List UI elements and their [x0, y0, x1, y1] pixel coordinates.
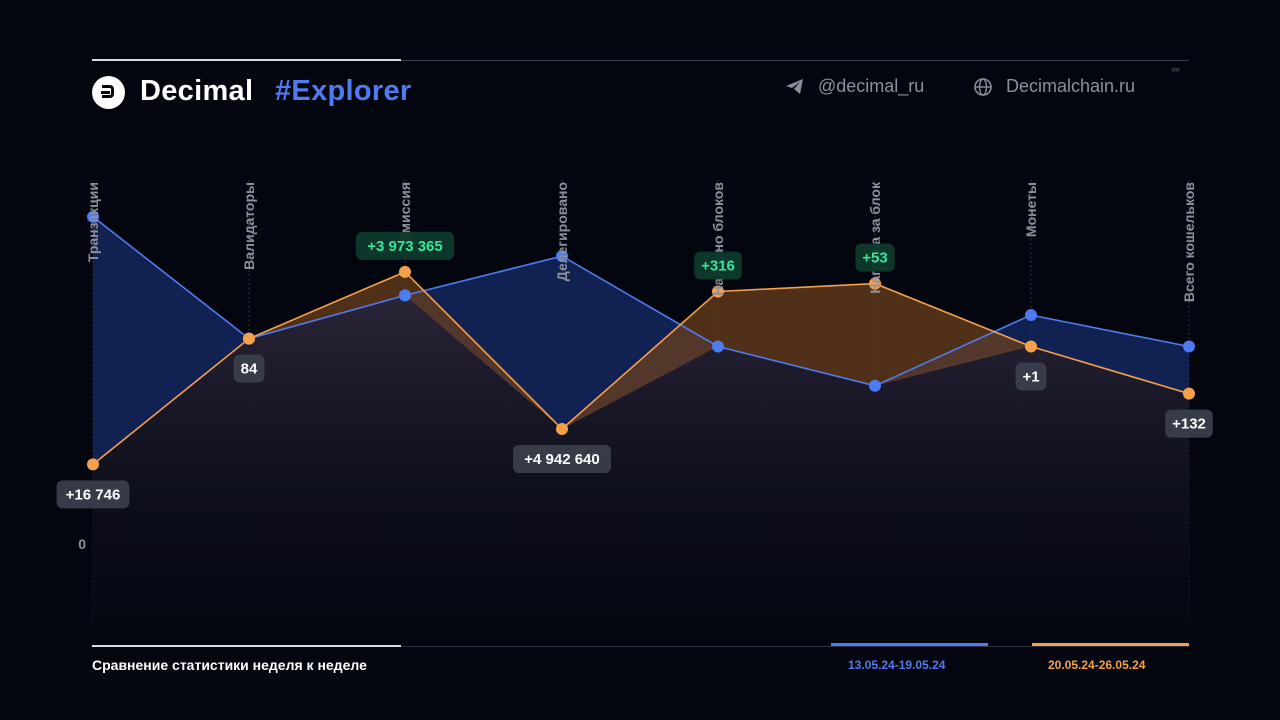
point-week1-2: [399, 289, 411, 302]
series-week2-line: [92, 270, 1190, 466]
footer-divider: [92, 646, 1189, 647]
change-badge-1: [233, 354, 265, 383]
point-week1-4: [712, 340, 724, 353]
category-label-6: Монеты: [1023, 182, 1039, 237]
point-week2-2: [399, 265, 411, 278]
point-week2-4: [712, 285, 724, 298]
telegram-link[interactable]: @decimal_ru: [785, 76, 924, 97]
series-week1-line: [92, 216, 1190, 387]
point-week1-0: [87, 210, 99, 223]
change-value-3: +4 942 640: [524, 451, 600, 468]
category-label-1: Валидаторы: [241, 182, 257, 270]
website-link[interactable]: Decimalchain.ru: [973, 76, 1135, 97]
change-badge-3: [513, 445, 611, 474]
overlap-area: [93, 295, 1189, 622]
change-value-7: +132: [1172, 416, 1206, 433]
globe-icon: [974, 77, 992, 96]
point-week1-6: [1025, 309, 1037, 322]
header-divider: [92, 60, 1189, 61]
brand-accent: #Explorer: [275, 75, 412, 107]
category-label-5: Награда за блок: [867, 181, 883, 294]
change-badge-5: [855, 243, 895, 272]
change-value-5: +53: [862, 250, 887, 267]
header-divider-accent: [92, 59, 401, 61]
change-value-1: 84: [241, 361, 258, 378]
point-week1-5: [869, 379, 881, 392]
change-badge-6: [1015, 362, 1047, 391]
change-value-0: +16 746: [66, 486, 121, 503]
decimal-logo-icon: [92, 76, 125, 109]
category-label-7: Всего кошельков: [1181, 182, 1197, 302]
point-week1-3: [556, 250, 568, 263]
change-value-4: +316: [701, 257, 735, 274]
change-badge-4: [694, 251, 742, 280]
point-week2-1: [243, 332, 255, 345]
category-label-3: Делегировано: [554, 182, 570, 281]
change-badge-2: [356, 231, 454, 260]
point-week2-3: [556, 423, 568, 436]
telegram-icon: [786, 78, 803, 94]
point-week2-5: [869, 277, 881, 290]
website-url: Decimalchain.ru: [1006, 76, 1136, 96]
change-badge-7: [1165, 409, 1213, 438]
chart-title: Сравнение статистики неделя к неделе: [92, 657, 367, 673]
brand-name: Decimal: [140, 75, 254, 107]
y-axis-zero-label: 0: [78, 536, 86, 552]
change-value-6: +1: [1022, 369, 1039, 386]
footer-divider-accent: [92, 645, 401, 647]
category-label-0: Транзакции: [85, 182, 101, 262]
chevrons-icon: ››››: [1171, 64, 1180, 74]
point-week2-7: [1183, 387, 1195, 400]
point-week2-0: [87, 458, 99, 471]
change-badge-0: [56, 480, 130, 509]
legend-label-week2: 20.05.24-26.05.24: [1048, 658, 1146, 672]
change-value-2: +3 973 365: [367, 238, 443, 255]
point-week2-6: [1025, 340, 1037, 353]
legend-label-week1: 13.05.24-19.05.24: [848, 658, 946, 672]
telegram-handle: @decimal_ru: [818, 76, 925, 96]
legend-swatch-week2: [1032, 643, 1189, 646]
category-label-2: Эмиссия: [397, 182, 413, 243]
point-week1-7: [1183, 340, 1195, 353]
legend-swatch-week1: [831, 643, 988, 646]
